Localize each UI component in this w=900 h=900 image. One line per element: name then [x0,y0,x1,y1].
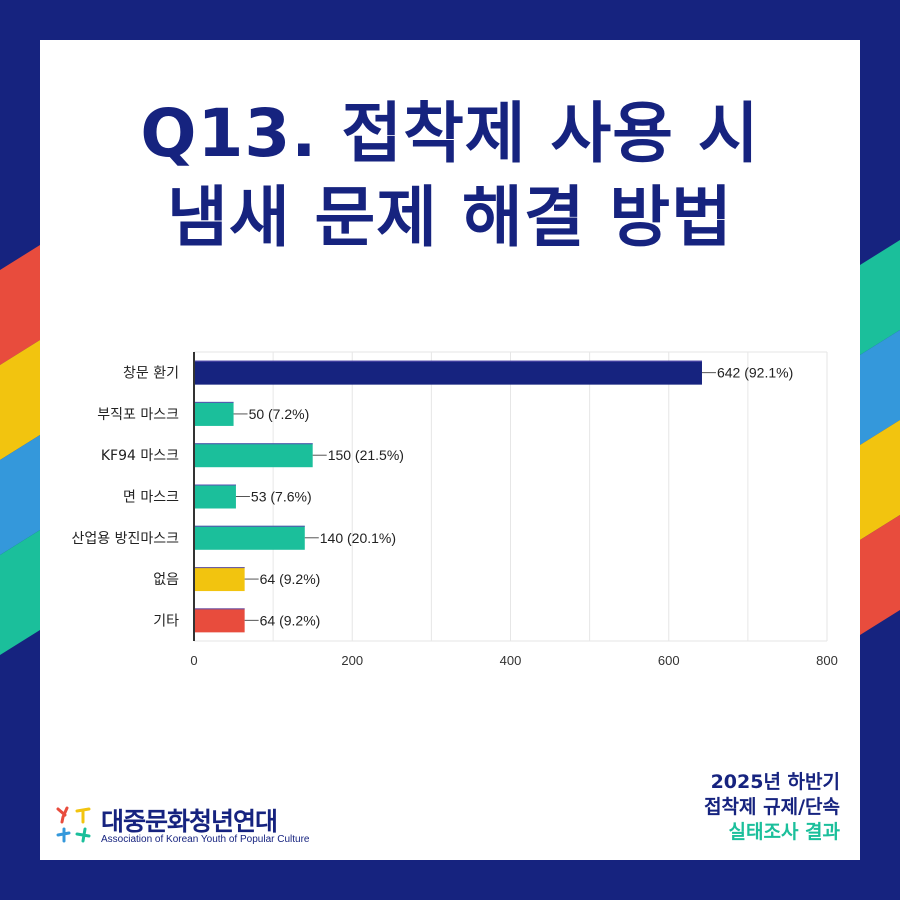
x-tick-label: 200 [341,653,363,668]
data-label: 150 (21.5%) [328,447,404,463]
stripe-red-right [860,515,900,635]
title-line-1: Q13. 접착제 사용 시 [140,95,760,172]
page-title: Q13. 접착제 사용 시 냄새 문제 해결 방법 [0,92,900,260]
org-logo: 대중문화청년연대 Association of Korean Youth of … [55,805,309,849]
logo-mark-icon [56,806,91,843]
data-label: 140 (20.1%) [320,530,396,546]
bar [194,525,305,550]
category-label: 부직포 마스크 [97,407,179,423]
data-label: 64 (9.2%) [260,571,321,587]
category-label: 산업용 방진마스크 [72,531,180,547]
stripe-blue-right [860,330,900,445]
data-label: 50 (7.2%) [249,406,310,422]
stripe-green-right [860,240,900,355]
x-tick-label: 0 [190,653,197,668]
data-label: 53 (7.6%) [251,489,312,505]
category-label: KF94 마스크 [101,448,179,464]
bar [194,484,236,509]
category-label: 없음 [153,572,179,588]
org-name: 대중문화청년연대 [101,807,278,836]
stripe-red-left [0,245,40,365]
bar [194,401,234,426]
bar [194,608,245,633]
x-tick-label: 400 [500,653,522,668]
bar [194,443,313,468]
category-label: 면 마스크 [123,490,179,506]
org-name-en: Association of Korean Youth of Popular C… [101,834,310,845]
title-line-2: 냄새 문제 해결 방법 [167,179,733,256]
survey-caption: 2025년 하반기 접착제 규제/단속 실태조사 결과 [704,770,840,845]
caption-line-3: 실태조사 결과 [728,821,841,843]
category-label: 기타 [153,613,179,629]
category-label: 창문 환기 [123,366,179,382]
caption-line-2: 접착제 규제/단속 [704,796,840,818]
bar [194,360,702,385]
x-tick-label: 600 [658,653,680,668]
stripe-yellow-right [860,420,900,540]
x-tick-label: 800 [816,653,838,668]
caption-line-1: 2025년 하반기 [710,771,840,793]
stripe-yellow-left [0,340,40,460]
bar [194,567,245,592]
data-label: 64 (9.2%) [260,612,321,628]
stripe-blue-left [0,435,40,555]
stripe-green-left [0,530,40,655]
content-panel [40,40,860,860]
data-label: 642 (92.1%) [717,365,793,381]
